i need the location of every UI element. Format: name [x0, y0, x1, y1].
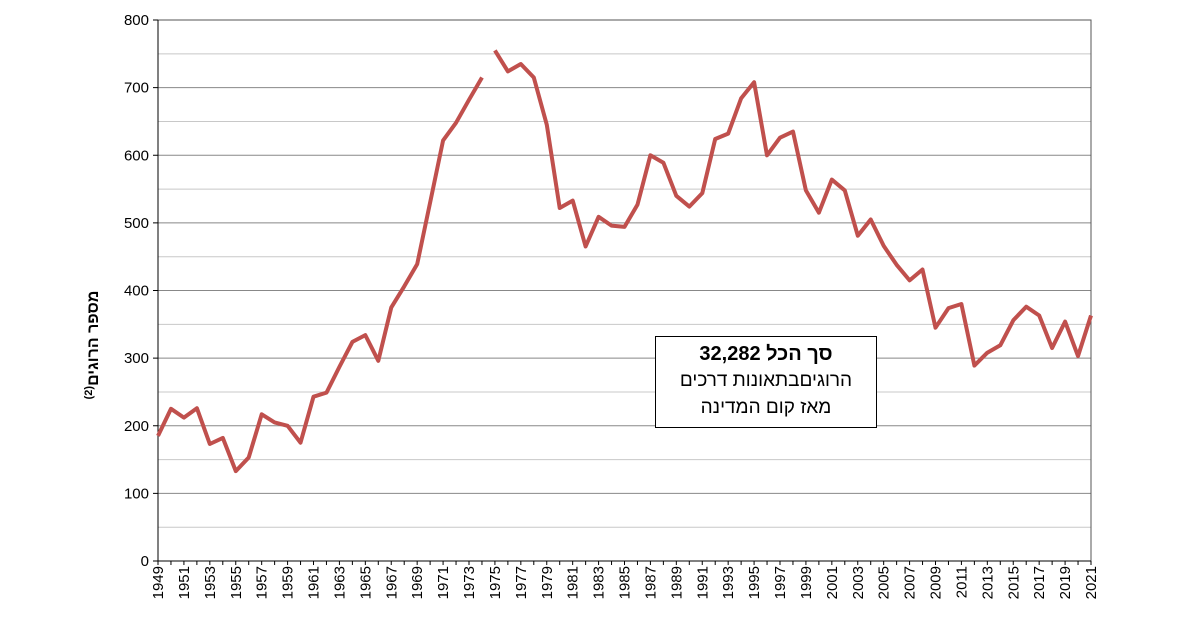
y-tick-label: 500 [124, 215, 149, 232]
x-tick-label: 1999 [798, 566, 815, 599]
x-tick-label: 1977 [513, 566, 530, 599]
annotation-total: סך הכל 32,282 [699, 343, 833, 365]
x-tick-label: 1983 [591, 566, 608, 599]
total-annotation-box: סך הכל 32,282 הרוגיםבתאונות דרכים מאז קו… [655, 336, 877, 428]
x-tick-label: 1993 [720, 566, 737, 599]
x-tick-label: 1955 [228, 566, 245, 599]
x-tick-label: 2021 [1083, 566, 1100, 599]
x-tick-label: 2011 [953, 566, 970, 598]
x-tick-label: 1971 [435, 566, 452, 599]
x-tick-label: 2007 [902, 566, 919, 599]
y-tick-label: 100 [124, 485, 149, 502]
annotation-description: הרוגיםבתאונות דרכים [679, 370, 853, 391]
series-line [493, 49, 1093, 368]
x-tick-label: 1989 [668, 566, 685, 599]
series-line [156, 76, 484, 474]
x-tick-label: 2017 [1031, 566, 1048, 599]
x-tick-label: 1985 [617, 566, 634, 599]
y-tick-label: 400 [124, 283, 149, 300]
y-axis: 0 100 200 300 400 500 600 700 800 [124, 12, 159, 570]
y-tick-label: 200 [124, 418, 149, 435]
x-tick-label: 1965 [357, 566, 374, 599]
y-tick-label: 600 [124, 147, 149, 164]
x-tick-label: 1997 [772, 566, 789, 599]
x-tick-label: 1991 [694, 566, 711, 599]
x-tick-label: 1963 [331, 566, 348, 599]
x-tick-label: 1975 [487, 566, 504, 599]
x-tick-label: 1957 [254, 566, 271, 599]
x-tick-label: 1979 [539, 566, 556, 599]
x-tick-label: 1987 [642, 566, 659, 599]
x-tick-label: 1961 [306, 566, 323, 599]
x-axis: 1949 1951 1953 1955 1957 1959 1961 1963 1965 1967… [150, 560, 1100, 599]
y-axis-title-superscript: (2) [83, 386, 95, 400]
x-tick-label: 2019 [1057, 566, 1074, 599]
series-lines [156, 49, 1093, 474]
y-axis-title: מספר הרוגים(2) [83, 291, 102, 400]
y-tick-label: 0 [141, 553, 149, 570]
x-tick-label: 2003 [850, 566, 867, 599]
grid-lines [158, 19, 1091, 562]
x-tick-label: 1995 [746, 566, 763, 599]
y-tick-label: 300 [124, 350, 149, 367]
x-tick-label: 1969 [409, 566, 426, 599]
y-axis-title-text: מספר הרוגים [85, 291, 102, 386]
y-tick-label: 700 [124, 80, 149, 97]
x-tick-label: 1973 [461, 566, 478, 599]
x-tick-label: 1953 [202, 566, 219, 599]
annotation-since: מאז קום המדינה [700, 397, 832, 418]
x-tick-label: 2015 [1005, 566, 1022, 599]
x-tick-label: 1967 [383, 566, 400, 599]
x-tick-label: 2001 [824, 566, 841, 599]
x-tick-label: 1981 [565, 566, 582, 599]
x-tick-label: 2013 [979, 566, 996, 599]
y-tick-label: 800 [124, 12, 149, 29]
x-tick-label: 1959 [280, 566, 297, 599]
x-tick-label: 2005 [876, 566, 893, 599]
x-tick-label: 2009 [928, 566, 945, 599]
x-tick-label: 1949 [150, 566, 167, 599]
x-tick-label: 1951 [176, 566, 193, 599]
